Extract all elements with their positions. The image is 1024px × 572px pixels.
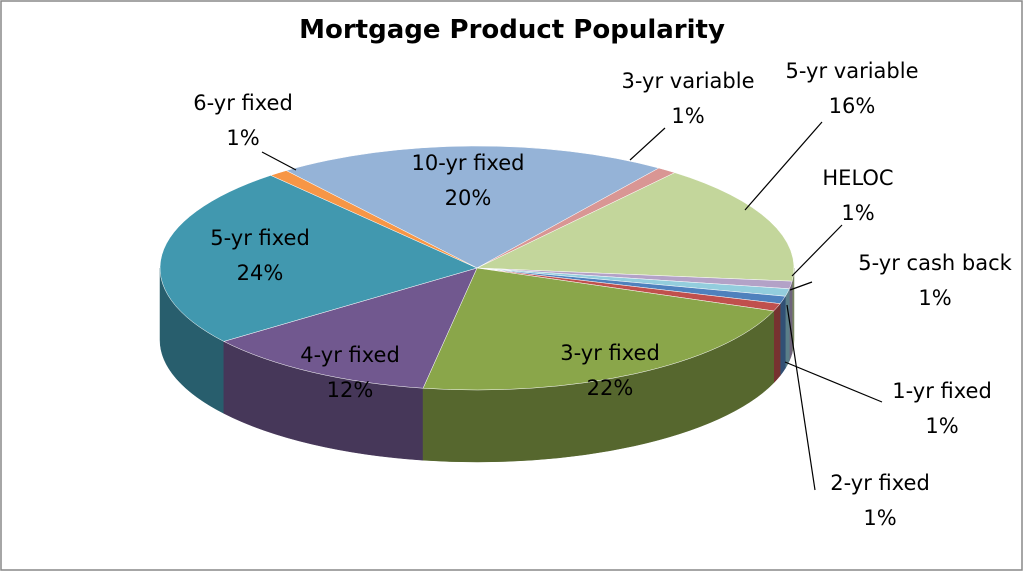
slice-value-label: 1% xyxy=(841,201,874,225)
leader-line xyxy=(791,224,843,277)
slice-label: 10-yr fixed xyxy=(412,151,525,175)
slice-label: 5-yr cash back xyxy=(858,251,1012,275)
slice-side xyxy=(779,295,786,377)
slice-side xyxy=(773,302,781,384)
slice-value-label: 1% xyxy=(925,414,958,438)
slice-value-label: 1% xyxy=(863,506,896,530)
slice-value-label: 1% xyxy=(671,104,704,128)
chart-title: Mortgage Product Popularity xyxy=(299,15,725,45)
slice-label: 1-yr fixed xyxy=(892,379,992,403)
slice xyxy=(270,170,478,269)
slice-side xyxy=(785,288,790,370)
slice-label: 5-yr variable xyxy=(785,59,918,83)
leader-line xyxy=(744,121,823,211)
slice-value-label: 22% xyxy=(587,376,634,400)
slice-value-label: 20% xyxy=(445,186,492,210)
leader-line xyxy=(786,304,816,491)
slice-value-label: 12% xyxy=(327,378,374,402)
slice-label: 2-yr fixed xyxy=(830,471,930,495)
leader-line xyxy=(629,127,666,161)
slice xyxy=(223,267,478,389)
slice-value-label: 1% xyxy=(918,286,951,310)
slice xyxy=(285,145,660,269)
slice-label: 5-yr fixed xyxy=(210,226,310,250)
leader-line xyxy=(789,281,813,291)
leader-line xyxy=(784,361,883,403)
slice-value-label: 24% xyxy=(237,261,284,285)
slice xyxy=(159,175,478,342)
slice-label: HELOC xyxy=(822,166,893,190)
slice-label: 4-yr fixed xyxy=(300,343,400,367)
slice xyxy=(476,172,795,282)
leader-line xyxy=(261,151,297,171)
slice xyxy=(422,267,775,391)
slice-label: 3-yr fixed xyxy=(560,341,660,365)
slice-value-label: 1% xyxy=(226,126,259,150)
slice-label: 6-yr fixed xyxy=(193,91,293,115)
slice-label: 3-yr variable xyxy=(621,69,754,93)
slice-value-label: 16% xyxy=(829,94,876,118)
